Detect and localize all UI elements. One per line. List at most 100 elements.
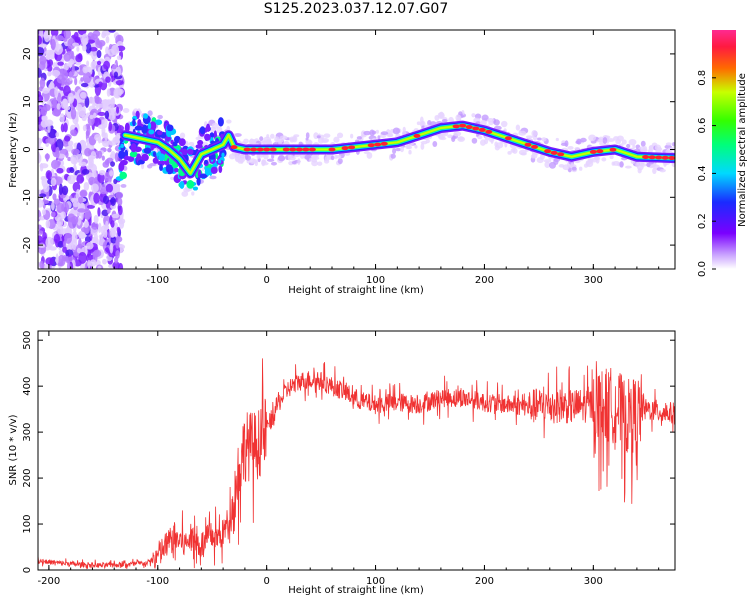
heatmap-halo — [157, 114, 163, 120]
spectrogram-x-ticks: -200 -100 0 100 200 300 — [38, 30, 660, 286]
heatmap-halo — [330, 155, 335, 161]
heatmap-speckle — [76, 247, 82, 254]
snr-x-ticks: -200 -100 0 100 200 300 — [38, 331, 660, 587]
heatmap-speckle — [66, 261, 71, 269]
heatmap-halo — [635, 161, 640, 168]
heatmap-halo — [392, 148, 397, 155]
heatmap-blob — [120, 143, 124, 148]
heatmap-halo — [455, 114, 462, 122]
heatmap-halo — [639, 148, 648, 153]
heatmap-halo — [390, 153, 396, 159]
heatmap-halo — [181, 191, 189, 197]
heatmap-halo — [395, 147, 402, 152]
heatmap-speckle — [59, 113, 65, 123]
heatmap-halo — [120, 183, 127, 188]
heatmap-halo — [500, 120, 508, 128]
spectrogram-x-axis-label: Height of straight line (km) — [288, 285, 424, 296]
heatmap-halo — [570, 162, 574, 168]
heatmap-speckle — [63, 64, 69, 71]
heatmap-speckle — [72, 42, 80, 47]
heatmap-halo — [291, 160, 297, 165]
heatmap-halo — [259, 136, 264, 142]
x-tick-label: -100 — [146, 576, 169, 587]
heatmap-speckle — [105, 76, 111, 83]
heatmap-halo — [588, 134, 597, 142]
heatmap-speckle — [111, 64, 117, 70]
heatmap-speckle — [115, 79, 124, 86]
heatmap-speckle — [42, 87, 50, 94]
heatmap-halo — [580, 137, 587, 143]
heatmap-blob — [152, 157, 159, 164]
heatmap-halo — [309, 157, 313, 162]
heatmap-halo — [548, 161, 557, 169]
heatmap-speckle — [86, 60, 90, 67]
heatmap-halo — [544, 161, 551, 168]
heatmap-halo — [305, 137, 309, 141]
heatmap-halo — [408, 149, 412, 155]
heatmap-speckle — [84, 96, 90, 108]
heatmap-speckle — [102, 229, 108, 238]
heatmap-halo — [261, 159, 267, 165]
heatmap-speckle — [51, 159, 60, 170]
heatmap-speckle — [38, 67, 42, 78]
heatmap-blob — [149, 121, 157, 131]
heatmap-speckle — [108, 121, 113, 132]
heatmap-speckle — [61, 201, 70, 214]
heatmap-speckle — [91, 221, 99, 230]
heatmap-halo — [350, 133, 354, 139]
heatmap-speckle — [110, 228, 116, 238]
heatmap-halo — [316, 135, 321, 139]
heatmap-halo — [380, 131, 389, 136]
heatmap-speckle — [104, 159, 110, 166]
heatmap-speckle — [86, 124, 91, 136]
ridge-hotspot — [452, 124, 460, 129]
heatmap-speckle — [83, 182, 90, 191]
heatmap-speckle — [74, 36, 81, 43]
ridge-hotspot — [302, 147, 310, 152]
heatmap-speckle — [57, 254, 66, 267]
heatmap-speckle — [85, 42, 92, 54]
heatmap-speckle — [51, 201, 55, 211]
heatmap-speckle — [53, 233, 61, 244]
heatmap-speckle — [67, 140, 74, 147]
heatmap-halo — [270, 133, 275, 139]
heatmap-halo — [621, 139, 627, 145]
heatmap-speckle — [97, 222, 102, 234]
heatmap-speckle — [98, 170, 106, 176]
ridge-hotspot — [465, 125, 473, 130]
colorbar-label: Normalized spectral amplitude — [737, 73, 748, 227]
heatmap-blob — [118, 162, 125, 172]
heatmap-halo — [311, 160, 318, 167]
heatmap-speckle — [93, 112, 97, 119]
heatmap-halo — [441, 119, 448, 123]
heatmap-blob — [129, 151, 138, 158]
ridge-hotspot — [557, 152, 565, 157]
heatmap-speckle — [108, 112, 116, 121]
heatmap-halo — [179, 132, 186, 139]
heatmap-halo — [672, 142, 675, 147]
heatmap-halo — [266, 158, 275, 162]
heatmap-halo — [518, 130, 527, 136]
heatmap-blob — [165, 164, 174, 173]
heatmap-blob — [148, 129, 155, 135]
ridge-hotspot — [256, 147, 264, 152]
heatmap-speckle — [38, 35, 42, 45]
heatmap-halo — [606, 138, 615, 143]
x-tick-label: 100 — [366, 275, 385, 286]
heatmap-speckle — [110, 161, 116, 167]
colorbar-tick-label: 0.4 — [697, 165, 708, 181]
heatmap-speckle — [90, 60, 97, 70]
ridge-hotspot — [230, 145, 238, 150]
heatmap-speckle — [43, 184, 50, 193]
heatmap-halo — [248, 138, 256, 145]
heatmap-speckle — [99, 42, 103, 51]
heatmap-halo — [416, 121, 421, 126]
heatmap-speckle — [77, 208, 86, 213]
heatmap-speckle — [55, 146, 60, 159]
heatmap-speckle — [79, 91, 87, 99]
heatmap-halo — [305, 132, 310, 139]
heatmap-halo — [537, 137, 542, 141]
heatmap-speckle — [62, 85, 71, 97]
snr-line-layer — [38, 358, 675, 570]
